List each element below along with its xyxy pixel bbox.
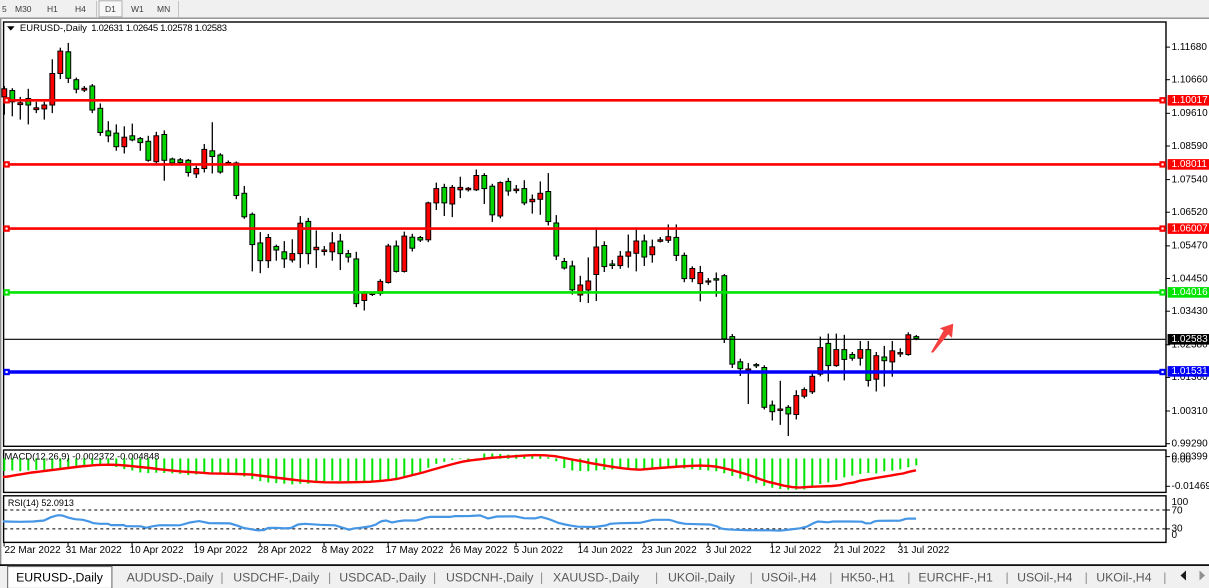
svg-text:28 Apr 2022: 28 Apr 2022 bbox=[258, 545, 312, 556]
svg-text:0.99290: 0.99290 bbox=[1172, 439, 1209, 450]
svg-text:1.04016: 1.04016 bbox=[1172, 287, 1209, 298]
svg-text:H1: H1 bbox=[47, 4, 58, 14]
svg-text:H4: H4 bbox=[75, 4, 86, 14]
svg-text:USDCHF-,Daily: USDCHF-,Daily bbox=[233, 571, 320, 585]
svg-text:|: | bbox=[540, 571, 543, 585]
svg-text:1.02631 1.02645 1.02578 1.0258: 1.02631 1.02645 1.02578 1.02583 bbox=[91, 23, 226, 34]
svg-text:HK50-,H1: HK50-,H1 bbox=[841, 571, 895, 585]
svg-text:1.08011: 1.08011 bbox=[1172, 159, 1208, 170]
svg-text:-0.014693: -0.014693 bbox=[1172, 481, 1209, 492]
svg-text:AUDUSD-,Daily: AUDUSD-,Daily bbox=[127, 571, 215, 585]
svg-text:1.05470: 1.05470 bbox=[1172, 241, 1209, 252]
svg-text:EURCHF-,H1: EURCHF-,H1 bbox=[918, 571, 993, 585]
svg-text:70: 70 bbox=[1172, 506, 1184, 517]
svg-text:0.00: 0.00 bbox=[1172, 454, 1192, 465]
svg-text:0.00399: 0.00399 bbox=[1172, 451, 1209, 462]
svg-text:|: | bbox=[433, 571, 436, 585]
svg-text:M30: M30 bbox=[15, 4, 32, 14]
svg-text:D1: D1 bbox=[105, 4, 116, 14]
svg-text:UKOil-,H4: UKOil-,H4 bbox=[1096, 571, 1152, 585]
svg-text:USOil-,H4: USOil-,H4 bbox=[1017, 571, 1073, 585]
svg-text:8 May 2022: 8 May 2022 bbox=[322, 545, 375, 556]
svg-text:USDCAD-,Daily: USDCAD-,Daily bbox=[339, 571, 427, 585]
svg-text:1.08590: 1.08590 bbox=[1172, 141, 1209, 152]
svg-text:1.11680: 1.11680 bbox=[1172, 42, 1208, 53]
svg-text:23 Jun 2022: 23 Jun 2022 bbox=[642, 545, 697, 556]
svg-text:31 Mar 2022: 31 Mar 2022 bbox=[66, 545, 123, 556]
svg-text:1.02583: 1.02583 bbox=[1172, 334, 1209, 345]
svg-text:1.01360: 1.01360 bbox=[1172, 372, 1209, 383]
svg-text:1.03430: 1.03430 bbox=[1172, 306, 1209, 317]
svg-text:|: | bbox=[1085, 571, 1088, 585]
svg-text:21 Jul 2022: 21 Jul 2022 bbox=[834, 545, 886, 556]
svg-text:100: 100 bbox=[1172, 497, 1189, 508]
svg-text:17 May 2022: 17 May 2022 bbox=[386, 545, 444, 556]
svg-text:|: | bbox=[1006, 571, 1009, 585]
svg-text:22 Mar 2022: 22 Mar 2022 bbox=[5, 545, 62, 556]
svg-text:1.02380: 1.02380 bbox=[1172, 340, 1209, 351]
svg-text:1.10017: 1.10017 bbox=[1172, 95, 1209, 106]
svg-text:W1: W1 bbox=[131, 4, 144, 14]
svg-text:1.10660: 1.10660 bbox=[1172, 75, 1209, 86]
svg-text:RSI(14) 52.0913: RSI(14) 52.0913 bbox=[8, 498, 74, 508]
svg-text:19 Apr 2022: 19 Apr 2022 bbox=[194, 545, 248, 556]
svg-text:1.07540: 1.07540 bbox=[1172, 174, 1209, 185]
svg-text:26 May 2022: 26 May 2022 bbox=[450, 545, 508, 556]
svg-text:1.01531: 1.01531 bbox=[1172, 366, 1209, 377]
svg-text:EURUSD-,Daily: EURUSD-,Daily bbox=[20, 23, 87, 34]
svg-text:14 Jun 2022: 14 Jun 2022 bbox=[578, 545, 633, 556]
svg-text:USDCNH-,Daily: USDCNH-,Daily bbox=[446, 571, 534, 585]
svg-text:5 Jun 2022: 5 Jun 2022 bbox=[514, 545, 564, 556]
svg-text:10 Apr 2022: 10 Apr 2022 bbox=[130, 545, 184, 556]
svg-text:1.09610: 1.09610 bbox=[1172, 108, 1209, 119]
svg-text:1.06520: 1.06520 bbox=[1172, 207, 1209, 218]
svg-text:31 Jul 2022: 31 Jul 2022 bbox=[898, 545, 950, 556]
svg-text:|: | bbox=[750, 571, 753, 585]
svg-text:USOil-,H4: USOil-,H4 bbox=[761, 571, 817, 585]
svg-text:MN: MN bbox=[157, 4, 170, 14]
svg-text:0: 0 bbox=[1172, 530, 1178, 541]
svg-text:|: | bbox=[220, 571, 223, 585]
svg-text:1.04450: 1.04450 bbox=[1172, 273, 1209, 284]
svg-text:EURUSD-,Daily: EURUSD-,Daily bbox=[16, 571, 104, 585]
svg-text:XAUUSD-,Daily: XAUUSD-,Daily bbox=[553, 571, 640, 585]
svg-text:|: | bbox=[328, 571, 331, 585]
svg-text:1.00310: 1.00310 bbox=[1172, 406, 1209, 417]
svg-text:30: 30 bbox=[1172, 524, 1184, 535]
svg-text:5: 5 bbox=[2, 4, 7, 14]
svg-text:12 Jul 2022: 12 Jul 2022 bbox=[770, 545, 822, 556]
svg-text:3 Jul 2022: 3 Jul 2022 bbox=[706, 545, 753, 556]
svg-text:1.06007: 1.06007 bbox=[1172, 223, 1209, 234]
svg-text:MACD(12,26,9) -0.002372 -0.004: MACD(12,26,9) -0.002372 -0.004848 bbox=[5, 451, 160, 462]
svg-text:|: | bbox=[829, 571, 832, 585]
svg-text:UKOil-,Daily: UKOil-,Daily bbox=[668, 571, 736, 585]
svg-text:|: | bbox=[655, 571, 658, 585]
svg-text:|: | bbox=[907, 571, 910, 585]
svg-text:|: | bbox=[1163, 571, 1166, 585]
